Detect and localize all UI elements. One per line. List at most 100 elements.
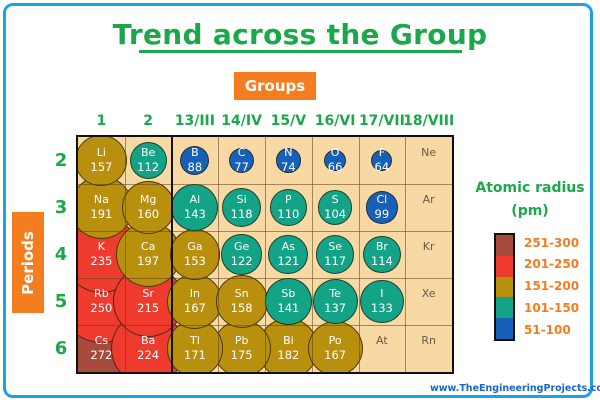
element-b: B 88 (172, 145, 218, 175)
group-label: 17/VII (358, 113, 405, 129)
element-k: K 235 (78, 239, 124, 269)
element-in: In 167 (172, 286, 218, 316)
element-rb: Rb 250 (78, 286, 124, 316)
atom-circle-se (315, 235, 355, 274)
element-ar: Ar (406, 192, 452, 207)
element-ba: Ba 224 (125, 333, 171, 363)
element-symbol: Po (328, 334, 342, 347)
element-symbol: Se (328, 240, 342, 253)
element-radius: 158 (230, 301, 253, 315)
periods-axis-label: Periods (12, 212, 44, 313)
element-radius: 104 (324, 207, 347, 221)
element-symbol: Tl (189, 334, 200, 347)
element-symbol: In (189, 287, 200, 300)
atom-circle-tl (166, 320, 224, 372)
element-symbol: K (97, 240, 105, 253)
element-symbol: Xe (421, 287, 436, 300)
element-sn: Sn 158 (219, 286, 265, 316)
element-symbol: Sr (142, 287, 154, 300)
atom-circle-cl (365, 191, 399, 224)
element-rn: Rn (406, 333, 452, 348)
element-symbol: Kr (422, 240, 435, 253)
atom-circle-o (324, 149, 346, 172)
element-radius: 77 (234, 160, 249, 174)
element-symbol: Pb (234, 334, 249, 347)
element-radius: 167 (183, 301, 206, 315)
groups-axis-label: Groups (234, 72, 316, 100)
atom-circle-s (317, 190, 353, 225)
element-symbol: Rn (421, 334, 436, 347)
legend-swatch (496, 276, 513, 298)
element-ne: Ne (406, 145, 452, 160)
element-symbol: Br (375, 240, 388, 253)
element-symbol: I (380, 287, 384, 300)
atom-circle-br (363, 235, 401, 274)
group-label: 18/VIII (403, 113, 455, 129)
element-symbol: Te (329, 287, 341, 300)
element-be: Be 112 (125, 145, 171, 175)
grid-line (124, 137, 126, 372)
element-na: Na 191 (78, 192, 124, 222)
element-se: Se 117 (312, 239, 358, 269)
legend-swatch (496, 235, 513, 256)
element-symbol: Bi (283, 334, 294, 347)
legend-unit: (pm) (511, 203, 549, 219)
element-br: Br 114 (359, 239, 405, 269)
legend-range-label: 201-250 (524, 257, 580, 271)
element-li: Li 157 (78, 145, 124, 175)
grid-line (405, 137, 407, 372)
image-frame (3, 3, 593, 398)
group-label: 13/III (174, 113, 215, 129)
element-symbol: C (237, 146, 246, 159)
element-al: Al 143 (172, 192, 218, 222)
element-symbol: B (191, 146, 199, 159)
element-radius: 191 (90, 207, 113, 221)
element-radius: 157 (90, 160, 113, 174)
element-kr: Kr (406, 239, 452, 254)
element-symbol: Ne (421, 146, 437, 159)
atom-circle-c (228, 147, 255, 174)
grid-line (358, 137, 360, 372)
element-symbol: Rb (94, 287, 109, 300)
element-as: As 121 (265, 239, 311, 269)
grid-line (218, 137, 220, 372)
element-radius: 167 (324, 348, 347, 362)
element-symbol: Mg (139, 193, 157, 206)
element-mg: Mg 160 (125, 192, 171, 222)
element-s: S 104 (312, 192, 358, 222)
group-divider (171, 137, 173, 372)
legend-swatch (496, 255, 513, 277)
element-symbol: S (331, 193, 339, 206)
element-symbol: Cl (376, 193, 388, 206)
period-label: 5 (54, 290, 68, 312)
periodic-table-grid: Li 157 Be 112 B 88 C 77 N 74 O 66 F 64 Ne Na 191 Mg 160 Al 1… (78, 137, 452, 372)
atom-circle-p (270, 189, 307, 226)
period-label: 3 (54, 196, 68, 218)
element-p: P 110 (265, 192, 311, 222)
element-sr: Sr 215 (125, 286, 171, 316)
element-xe: Xe (406, 286, 452, 301)
element-si: Si 118 (219, 192, 265, 222)
element-pb: Pb 175 (219, 333, 265, 363)
atom-circle-te (312, 278, 358, 325)
element-radius: 160 (137, 207, 160, 221)
element-symbol: Ga (187, 240, 203, 253)
element-ca: Ca 197 (125, 239, 171, 269)
element-radius: 74 (281, 160, 296, 174)
element-c: C 77 (219, 145, 265, 175)
element-radius: 64 (374, 160, 390, 174)
element-radius: 141 (277, 301, 300, 315)
atom-circle-ge (221, 234, 262, 275)
periods-axis-text: Periods (19, 230, 37, 295)
atom-circle-li (78, 137, 128, 187)
element-at: At (359, 333, 405, 348)
element-radius: 117 (324, 254, 347, 268)
element-bi: Bi 182 (265, 333, 311, 363)
element-cl: Cl 99 (359, 192, 405, 222)
element-radius: 110 (277, 207, 300, 221)
group-label: 14/IV (221, 113, 262, 129)
atom-circle-sb (265, 278, 312, 325)
element-radius: 112 (137, 160, 160, 174)
website-credit: www.TheEngineeringProjects.com (430, 383, 600, 394)
group-label: 16/VI (314, 113, 356, 129)
